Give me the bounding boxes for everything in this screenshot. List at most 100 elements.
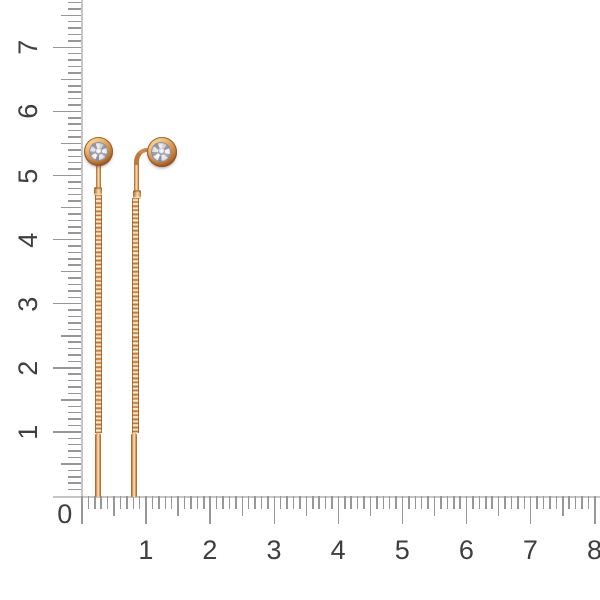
vertical-ruler-tick (68, 219, 81, 222)
horizontal-ruler-tick (292, 496, 295, 509)
vertical-ruler-label: 1 (13, 424, 43, 440)
earring-left-diamond (95, 148, 102, 155)
horizontal-ruler-tick (286, 496, 288, 509)
horizontal-ruler-tick (126, 496, 128, 509)
vertical-ruler-tick (68, 168, 81, 170)
horizontal-ruler-tick (369, 496, 372, 516)
vertical-ruler-tick (68, 149, 81, 151)
horizontal-ruler-tick (299, 496, 301, 509)
vertical-ruler-spine (81, 0, 83, 497)
horizontal-ruler-tick (241, 496, 243, 516)
horizontal-ruler-tick (523, 496, 526, 509)
horizontal-ruler-tick (324, 496, 327, 509)
horizontal-ruler-tick (318, 496, 320, 509)
horizontal-ruler-tick (433, 496, 436, 516)
vertical-ruler-tick (53, 238, 81, 241)
vertical-ruler-tick (68, 33, 81, 36)
horizontal-ruler-tick (478, 496, 481, 509)
vertical-ruler-tick (68, 437, 81, 440)
vertical-ruler-tick (68, 245, 81, 247)
horizontal-ruler-tick (427, 496, 429, 509)
vertical-ruler-tick (61, 78, 81, 81)
earring-left-chain (94, 195, 102, 433)
horizontal-ruler-tick (235, 496, 237, 509)
vertical-ruler-tick (68, 360, 81, 363)
horizontal-ruler-tick (331, 496, 333, 509)
horizontal-ruler-tick (465, 496, 468, 524)
vertical-ruler-tick (68, 181, 81, 183)
vertical-ruler-tick (68, 373, 81, 375)
vertical-ruler-tick (68, 488, 81, 491)
vertical-ruler-tick (68, 405, 81, 407)
horizontal-ruler-tick (203, 496, 205, 509)
earring-right-connector (132, 190, 141, 199)
vertical-ruler-label: 4 (13, 231, 43, 248)
vertical-ruler-label: 2 (13, 360, 43, 376)
horizontal-ruler-tick (363, 496, 365, 509)
horizontal-ruler-tick (459, 496, 461, 509)
earring-left-post (95, 161, 101, 189)
vertical-ruler-label: 7 (13, 39, 43, 56)
vertical-ruler-tick (68, 97, 81, 100)
horizontal-ruler-tick (260, 496, 263, 509)
horizontal-ruler-tick (581, 496, 583, 509)
horizontal-ruler-tick (497, 496, 500, 516)
vertical-ruler-tick (68, 450, 81, 452)
horizontal-ruler-tick (151, 496, 154, 509)
horizontal-ruler-tick (542, 496, 545, 509)
horizontal-ruler-label: 8 (587, 535, 600, 565)
earring-left-connector (94, 187, 102, 196)
horizontal-ruler-tick (158, 496, 160, 509)
vertical-ruler-tick (68, 251, 81, 254)
horizontal-ruler-label: 1 (138, 535, 154, 565)
vertical-ruler-tick (68, 232, 81, 234)
horizontal-ruler-tick (472, 496, 474, 509)
vertical-ruler-tick (53, 431, 81, 433)
horizontal-ruler-tick (382, 496, 385, 509)
vertical-ruler-tick (68, 283, 81, 286)
horizontal-ruler-tick (87, 496, 90, 509)
vertical-ruler-tick (68, 187, 81, 190)
vertical-ruler-tick (53, 174, 81, 177)
vertical-ruler-tick (68, 65, 81, 68)
earring-right-diamond (157, 148, 165, 155)
horizontal-ruler-spine (53, 496, 600, 498)
vertical-ruler-tick (68, 1, 81, 4)
earring-right-hook-bar (133, 161, 139, 192)
horizontal-ruler-label: 2 (202, 535, 218, 565)
horizontal-ruler-tick (305, 496, 308, 516)
vertical-ruler-tick (68, 476, 81, 478)
vertical-ruler-tick (61, 142, 81, 145)
horizontal-ruler-label: 3 (266, 535, 283, 565)
vertical-ruler-tick (68, 104, 81, 106)
earring-left-stud (84, 137, 113, 166)
vertical-ruler-tick (61, 206, 81, 209)
vertical-ruler-tick (68, 40, 81, 42)
horizontal-ruler-tick (273, 496, 276, 524)
horizontal-ruler-tick (222, 496, 224, 509)
horizontal-ruler-tick (145, 496, 147, 524)
horizontal-ruler-tick (132, 496, 135, 509)
vertical-ruler-tick (68, 469, 81, 472)
vertical-ruler-tick (68, 392, 81, 395)
vertical-ruler-tick (68, 296, 81, 299)
vertical-ruler-tick (68, 123, 81, 125)
vertical-ruler-tick (68, 52, 81, 55)
horizontal-ruler-tick (81, 496, 83, 524)
horizontal-ruler-tick (587, 496, 590, 509)
vertical-ruler-tick (53, 46, 81, 49)
earring-right-chain (132, 198, 139, 433)
vertical-ruler-tick (68, 20, 81, 23)
horizontal-ruler-tick (94, 496, 96, 509)
horizontal-ruler-tick (209, 496, 211, 524)
horizontal-ruler-tick (183, 496, 186, 509)
ruler-corner-label-zero: 0 (57, 499, 73, 529)
vertical-ruler-tick (53, 367, 81, 369)
vertical-ruler-tick (68, 456, 81, 459)
horizontal-ruler-tick (279, 496, 282, 509)
horizontal-ruler-tick (215, 496, 218, 509)
horizontal-ruler-tick (401, 496, 404, 524)
vertical-ruler-tick (68, 117, 81, 119)
vertical-ruler-tick (68, 72, 81, 74)
